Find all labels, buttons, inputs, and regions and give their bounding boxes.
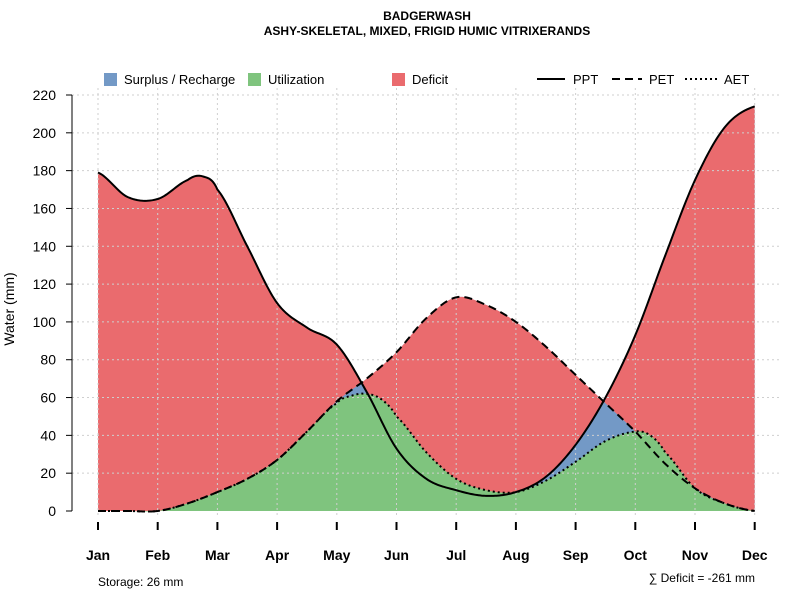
y-tick-label: 180 — [33, 163, 57, 179]
legend-label-ppt: PPT — [573, 72, 598, 87]
line-aet — [98, 392, 755, 513]
y-tick-label: 140 — [33, 238, 57, 254]
y-tick-label: 220 — [33, 87, 57, 103]
x-tick-label-may: May — [323, 547, 350, 563]
y-tick-label: 120 — [33, 276, 57, 292]
x-tick-label-oct: Oct — [624, 547, 648, 563]
legend-swatch-deficit — [392, 73, 405, 86]
area-layer — [98, 106, 755, 512]
y-tick-label: 80 — [40, 352, 56, 368]
legend-label-surplus: Surplus / Recharge — [124, 72, 235, 87]
legend-label-utilization: Utilization — [268, 72, 324, 87]
storage-annotation: Storage: 26 mm — [98, 575, 183, 589]
y-tick-label: 20 — [40, 465, 56, 481]
chart-title: BADGERWASH — [383, 9, 471, 23]
x-tick-label-feb: Feb — [145, 547, 170, 563]
y-axis-label: Water (mm) — [1, 272, 17, 345]
y-tick-label: 60 — [40, 390, 56, 406]
area-deficit — [98, 106, 755, 512]
x-tick-label-jul: Jul — [446, 547, 466, 563]
x-tick-label-aug: Aug — [502, 547, 529, 563]
x-tick-label-jan: Jan — [86, 547, 110, 563]
x-tick-label-mar: Mar — [205, 547, 230, 563]
axes-layer: 0 20 40 60 80 100 120 140 160 180 200 220 Jan Feb Mar A… — [33, 87, 768, 563]
legend-label-aet: AET — [724, 72, 749, 87]
legend-label-pet: PET — [649, 72, 674, 87]
legend-swatch-surplus — [104, 73, 117, 86]
x-tick-label-nov: Nov — [682, 547, 709, 563]
y-tick-label: 40 — [40, 427, 56, 443]
x-tick-label-apr: Apr — [265, 547, 290, 563]
deficit-annotation: ∑ Deficit = -261 mm — [649, 571, 755, 585]
grid-layer — [72, 88, 782, 518]
x-tick-label-dec: Dec — [742, 547, 768, 563]
x-tick-label-jun: Jun — [384, 547, 409, 563]
y-tick-label: 0 — [48, 503, 56, 519]
legend-label-deficit: Deficit — [412, 72, 449, 87]
y-tick-label: 160 — [33, 200, 57, 216]
chart-subtitle: ASHY-SKELETAL, MIXED, FRIGID HUMIC VITRI… — [264, 24, 590, 38]
series-line-layer — [97, 105, 756, 513]
line-ppt — [97, 105, 756, 497]
x-tick-label-sep: Sep — [563, 547, 589, 563]
y-tick-label: 200 — [33, 125, 57, 141]
legend: Surplus / Recharge Utilization Deficit P… — [104, 72, 749, 87]
legend-swatch-utilization — [248, 73, 261, 86]
y-tick-label: 100 — [33, 314, 57, 330]
